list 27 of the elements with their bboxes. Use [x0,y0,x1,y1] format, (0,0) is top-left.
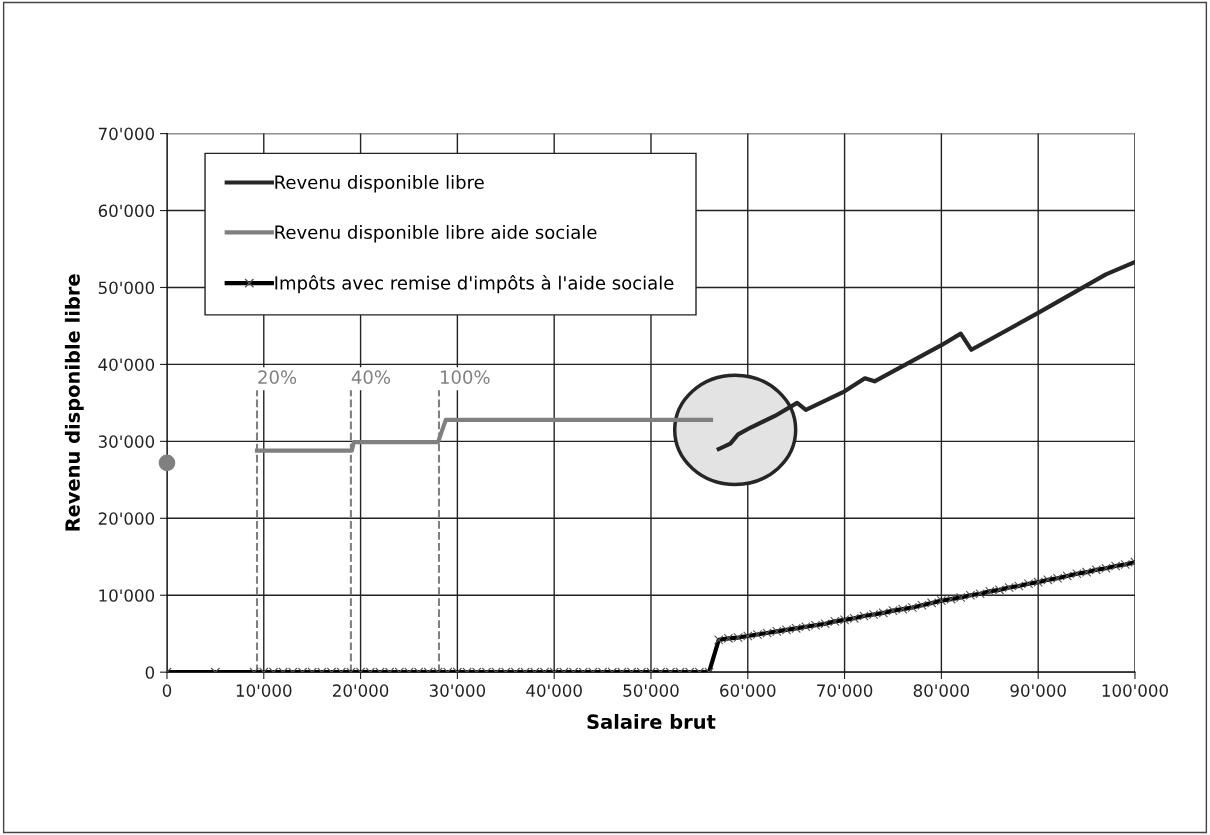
x-tick-label: 30'000 [429,684,486,697]
annotation: 100% [440,370,490,384]
x-tick-label: 60'000 [720,684,776,697]
x-tick-label: 50'000 [623,684,679,697]
x-tick-label: 20'000 [333,684,389,697]
y-tick-label: 30'000 [98,435,155,448]
y-tick-label: 70'000 [98,127,155,141]
x-tick-label: 10'000 [236,684,292,697]
y-tick-label: 20'000 [98,512,155,525]
x-tick-label: 90'000 [1010,684,1066,697]
y-tick-label: 60'000 [98,204,155,218]
x-tick-label: 100'000 [1102,684,1168,697]
legend-label: Revenu disponible libre [275,175,484,193]
legend-label: Impôts avec remise d'impôts à l'aide sociale [275,275,674,294]
y-tick-label: 10'000 [99,589,155,602]
y-tick-label: 50'000 [98,281,155,295]
y-tick-label: 0 [145,666,155,679]
x-tick-label: 80'000 [913,684,970,697]
x-tick-label: 0 [162,684,172,697]
x-axis-title: Salaire brut [587,714,716,730]
y-tick-label: 40'000 [98,358,155,371]
x-tick-label: 40'000 [526,684,582,697]
x-tick-label: 70'000 [817,684,873,697]
annotation: 20% [258,370,297,384]
legend-label: Revenu disponible libre aide sociale [275,225,597,243]
annotation: 40% [351,370,391,384]
y-axis-title: Revenu disponible libre [64,274,84,531]
